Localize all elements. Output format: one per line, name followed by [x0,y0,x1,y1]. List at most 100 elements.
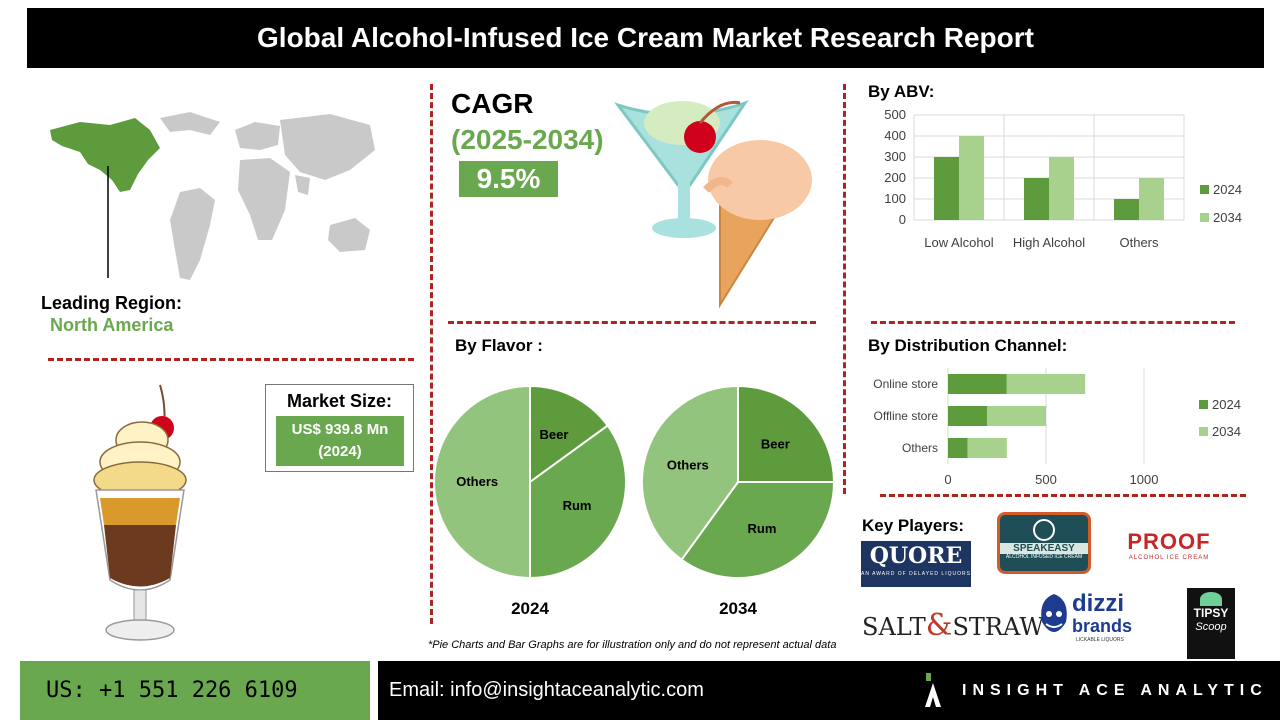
dizzi-brands-name: brands [1072,616,1133,636]
market-size-amount: US$ 939.8 Mn [291,421,389,438]
abv-y-tick: 400 [884,128,906,143]
abv-legend-label: 2024 [1213,182,1242,197]
tipsy-scoop-logo: TIPSY Scoop [1187,588,1235,659]
distribution-bar-chart: 0 500 1000 Online store Offline store Others 2… [873,368,1241,487]
dist-bar [948,406,988,426]
cagr-value: 9.5% [459,161,558,197]
abv-bar [1049,157,1074,220]
flavor-pie-slice [433,384,531,580]
footer-bar: Email: info@insightaceanalytic.com INSIG… [378,661,1280,720]
salt-straw-part1: SALT [862,613,926,641]
footer-brand: INSIGHT ACE ANALYTIC [962,682,1268,699]
flavor-pie-label: Rum [563,498,592,513]
dist-bar [987,406,1046,426]
leading-region-label: Leading Region: [41,293,182,313]
abv-bar [1139,178,1164,220]
salt-straw-part2: STRAW [952,613,1045,641]
quore-name: QUORE [869,543,963,569]
distribution-section-title: By Distribution Channel: [868,336,1068,355]
page-title: Global Alcohol-Infused Ice Cream Market … [27,8,1264,68]
abv-y-tick: 0 [899,212,906,227]
abv-x-tick: Low Alcohol [924,235,993,250]
abv-bar [959,136,984,220]
dist-bar [967,438,1007,458]
cagr-title: CAGR [451,88,534,119]
market-size-year: (2024) [318,443,362,460]
cocktail-icecream-illustration [613,100,812,309]
divider-region [48,358,414,361]
flavor-pie-label: Beer [540,427,569,442]
dizzi-face-icon [1041,594,1067,632]
speakeasy-logo: SPEAKEASY ALCOHOL INFUSED ICE CREAM [997,512,1091,574]
footnote: *Pie Charts and Bar Graphs are for illus… [428,639,837,651]
north-america-shape [50,118,160,192]
abv-x-tick: High Alcohol [1013,235,1085,250]
abv-y-tick: 200 [884,170,906,185]
dist-y-tick: Others [902,441,938,455]
dist-bar [948,374,1007,394]
flavor-pie-slice [641,384,739,562]
abv-legend-swatch [1200,185,1209,194]
speakeasy-name: SPEAKEASY [1000,543,1088,554]
footer-email[interactable]: Email: info@insightaceanalytic.com [389,679,704,701]
scoop-icon [1200,592,1222,606]
divider-cagr [448,321,816,324]
tipsy-name: TIPSY [1193,606,1229,620]
divider-right [843,84,846,494]
quore-logo: QUORE AN AWARD OF DELAYED LIQUORS [861,541,971,587]
insightace-logo-icon [925,673,941,707]
speakeasy-emblem-icon [1033,519,1055,541]
flavor-pie-year: 2034 [719,599,757,618]
abv-y-tick: 500 [884,107,906,122]
scoop-name: Scoop [1195,621,1227,633]
world-map [50,112,375,280]
flavor-pie-slice [680,481,836,579]
dist-legend-label: 2034 [1212,424,1241,439]
quore-tag: AN AWARD OF DELAYED LIQUORS [861,571,971,577]
abv-bar [1114,199,1139,220]
flavor-pie-label: Rum [748,521,777,536]
sundae-illustration [93,384,187,641]
dizzi-tag: LICKABLE LIQUORS [1076,637,1124,643]
key-players-title: Key Players: [862,516,965,535]
dist-y-tick: Offline store [874,409,939,423]
abv-bar [1024,178,1049,220]
flavor-pie-label: Beer [761,437,790,452]
flavor-pie-charts: Beer Rum Others 2024 Beer Rum Others 2034 [433,384,836,618]
divider-left [430,84,433,624]
abv-y-tick: 100 [884,191,906,206]
flavor-pie-label: Others [456,474,498,489]
dist-legend-label: 2024 [1212,397,1241,412]
proof-name: PROOF [1127,529,1211,554]
dizzi-name: dizzi [1072,590,1124,617]
speakeasy-tag: ALCOHOL INFUSED ICE CREAM [1005,554,1083,560]
salt-straw-logo: SALT&STRAW [862,608,1045,643]
market-size-card: Market Size: US$ 939.8 Mn (2024) [265,384,414,472]
dist-legend-swatch [1199,427,1208,436]
abv-legend-swatch [1200,213,1209,222]
abv-bar [934,157,959,220]
abv-y-tick: 300 [884,149,906,164]
dizzi-brands-logo: dizzi brands LICKABLE LIQUORS [1036,592,1140,648]
proof-logo: PROOF ALCOHOL ICE CREAM [1116,529,1222,561]
market-size-value: US$ 939.8 Mn (2024) [276,416,404,466]
flavor-section-title: By Flavor : [455,336,543,355]
dist-legend-swatch [1199,400,1208,409]
dist-x-tick: 500 [1035,472,1057,487]
market-size-label: Market Size: [286,391,393,411]
flavor-pie-slice [529,384,610,484]
dist-x-tick: 0 [944,472,951,487]
divider-abv [871,321,1235,324]
cagr-years: (2025-2034) [451,124,604,155]
leading-region-value: North America [50,315,174,335]
dist-x-tick: 1000 [1130,472,1159,487]
dist-bar [1006,374,1086,394]
footer-phone[interactable]: US: +1 551 226 6109 [20,661,370,720]
abv-bar-chart: 0 100 200 300 400 500 Low Alcohol High Alcohol O… [884,107,1242,250]
flavor-pie-label: Others [667,458,709,473]
flavor-pie-slice [737,384,836,483]
abv-legend-label: 2034 [1213,210,1242,225]
dist-y-tick: Online store [873,377,938,391]
abv-section-title: By ABV: [868,82,935,101]
proof-tag: ALCOHOL ICE CREAM [1128,555,1210,561]
